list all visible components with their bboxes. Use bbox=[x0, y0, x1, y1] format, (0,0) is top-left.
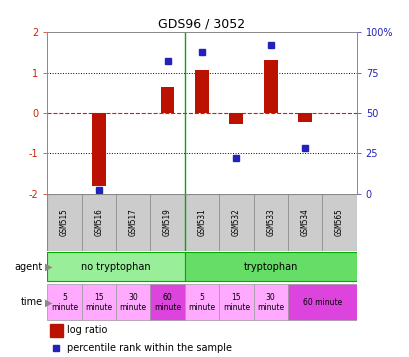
Text: ▶: ▶ bbox=[45, 262, 52, 272]
Text: 15
minute: 15 minute bbox=[85, 293, 112, 312]
Text: percentile rank within the sample: percentile rank within the sample bbox=[67, 343, 232, 353]
Text: 15
minute: 15 minute bbox=[222, 293, 249, 312]
Text: 5
minute: 5 minute bbox=[51, 293, 78, 312]
Title: GDS96 / 3052: GDS96 / 3052 bbox=[158, 18, 245, 31]
Text: GSM534: GSM534 bbox=[300, 208, 309, 236]
Bar bbox=[50, 324, 63, 337]
Bar bbox=[321, 193, 356, 251]
Text: 60
minute: 60 minute bbox=[154, 293, 181, 312]
Text: GSM515: GSM515 bbox=[60, 208, 69, 236]
Text: GSM531: GSM531 bbox=[197, 208, 206, 236]
Text: time: time bbox=[21, 297, 43, 307]
Bar bbox=[92, 113, 106, 186]
Text: GSM532: GSM532 bbox=[231, 208, 240, 236]
Bar bbox=[160, 87, 174, 113]
Bar bbox=[81, 284, 116, 320]
Text: 30
minute: 30 minute bbox=[256, 293, 283, 312]
Bar bbox=[218, 284, 253, 320]
Bar bbox=[287, 284, 356, 320]
Bar bbox=[184, 284, 218, 320]
Bar bbox=[195, 70, 208, 113]
Text: GSM533: GSM533 bbox=[265, 208, 274, 236]
Bar bbox=[253, 193, 287, 251]
Bar bbox=[47, 252, 184, 281]
Text: GSM519: GSM519 bbox=[163, 208, 172, 236]
Bar bbox=[150, 284, 184, 320]
Text: no tryptophan: no tryptophan bbox=[81, 262, 151, 272]
Bar bbox=[287, 193, 321, 251]
Text: GSM565: GSM565 bbox=[334, 208, 343, 236]
Bar bbox=[184, 193, 218, 251]
Bar bbox=[263, 60, 277, 113]
Bar bbox=[47, 193, 81, 251]
Text: 60 minute: 60 minute bbox=[302, 298, 341, 307]
Bar bbox=[253, 284, 287, 320]
Bar bbox=[218, 193, 253, 251]
Text: agent: agent bbox=[15, 262, 43, 272]
Bar bbox=[184, 252, 356, 281]
Text: 5
minute: 5 minute bbox=[188, 293, 215, 312]
Bar bbox=[150, 193, 184, 251]
Bar bbox=[297, 113, 311, 122]
Bar bbox=[229, 113, 243, 124]
Bar bbox=[47, 284, 81, 320]
Text: tryptophan: tryptophan bbox=[243, 262, 297, 272]
Text: 30
minute: 30 minute bbox=[119, 293, 146, 312]
Text: GSM517: GSM517 bbox=[128, 208, 137, 236]
Text: GSM516: GSM516 bbox=[94, 208, 103, 236]
Bar bbox=[116, 284, 150, 320]
Bar bbox=[116, 193, 150, 251]
Text: log ratio: log ratio bbox=[67, 326, 108, 336]
Bar bbox=[81, 193, 116, 251]
Text: ▶: ▶ bbox=[45, 297, 52, 307]
